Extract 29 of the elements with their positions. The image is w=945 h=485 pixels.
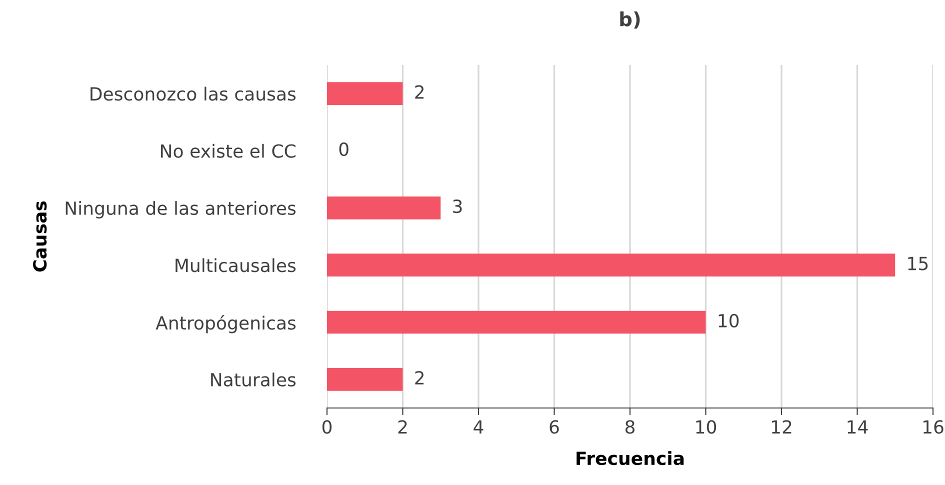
y-tick-label: Naturales [211,372,296,387]
bar [327,310,706,334]
bar [327,82,403,106]
x-tick-label: 2 [398,420,407,434]
x-tick-label: 0 [322,420,332,434]
y-tick-label: Antropógenicas [156,315,296,334]
data-label: 2 [415,85,424,99]
data-label: 15 [908,256,928,270]
y-tick-label: Multicausales [176,258,296,272]
x-tick-label: 8 [625,420,635,434]
x-tick-label: 12 [772,420,792,434]
x-tick-label: 6 [550,420,559,434]
data-label: 2 [415,371,424,384]
y-tick-label: Desconozco las causas [90,86,296,101]
data-label: 0 [339,142,348,156]
x-tick-label: 14 [848,420,868,434]
bar [327,368,403,391]
y-tick-label: No existe el CC [161,144,296,158]
chart-title: b) [620,11,640,29]
data-label: 10 [718,314,739,328]
x-tick-label: 10 [696,420,716,434]
x-tick-label: 16 [923,420,944,434]
data-label: 3 [453,200,462,214]
x-axis-title: Frecuencia [576,451,684,466]
x-tick-label: 4 [474,420,484,434]
bar [327,254,896,277]
y-axis-title: Causas [33,201,47,272]
y-tick-label: Ninguna de las anteriores [66,201,296,219]
bar [327,196,441,220]
